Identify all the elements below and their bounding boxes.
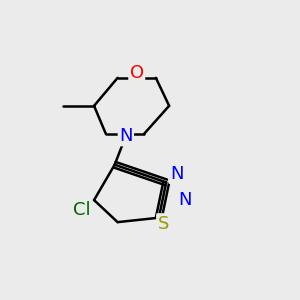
- Text: S: S: [158, 214, 169, 232]
- Text: N: N: [170, 165, 183, 183]
- Text: N: N: [119, 127, 133, 145]
- Text: O: O: [130, 64, 144, 82]
- Text: N: N: [178, 191, 192, 209]
- Text: Cl: Cl: [74, 201, 91, 219]
